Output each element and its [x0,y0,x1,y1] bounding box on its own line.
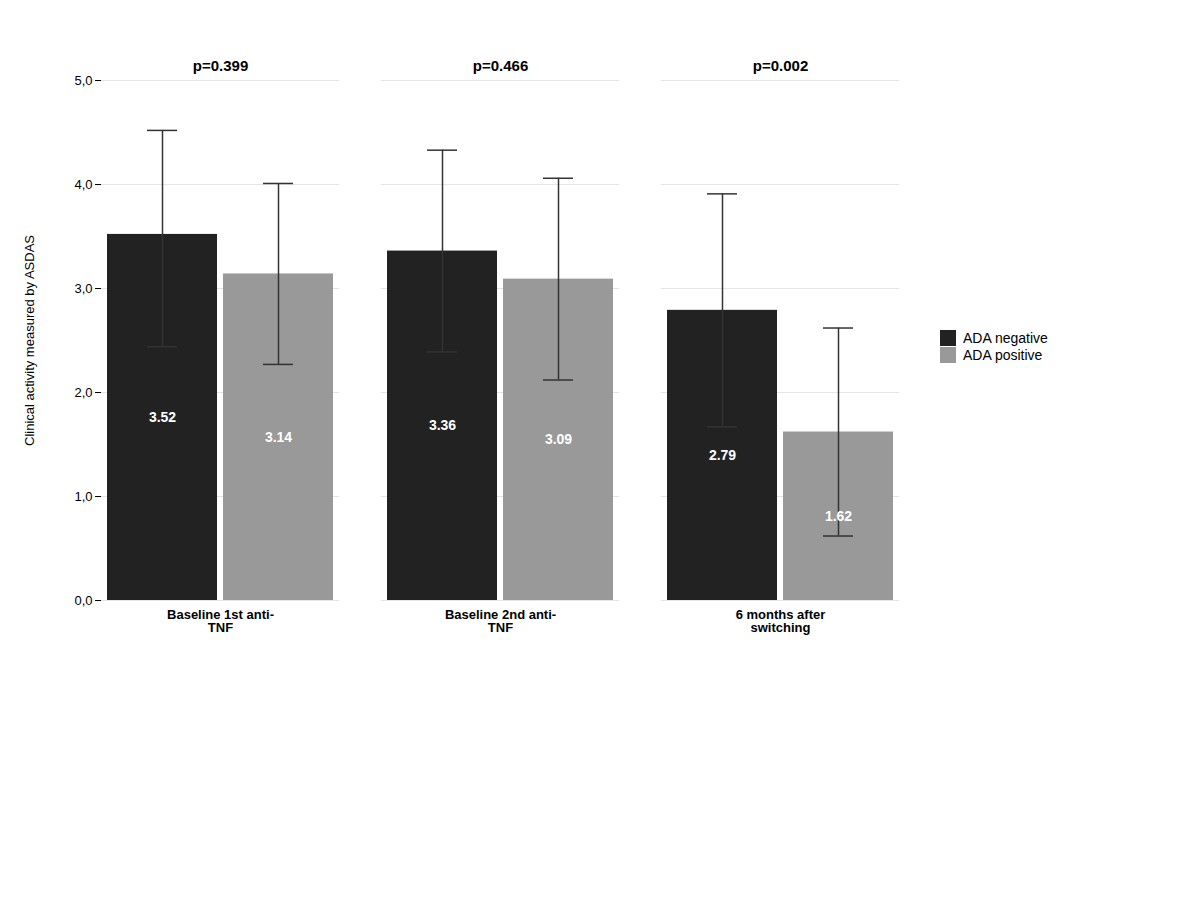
svg-text:1,0: 1,0 [74,489,92,504]
svg-text:Baseline 2nd anti-TNF: Baseline 2nd anti-TNF [445,607,556,635]
svg-text:0,0: 0,0 [74,593,92,608]
svg-text:5,0: 5,0 [74,73,92,88]
svg-text:3,0: 3,0 [74,281,92,296]
svg-text:2.79: 2.79 [709,447,736,463]
svg-text:1.62: 1.62 [825,508,852,524]
svg-text:p=0.466: p=0.466 [473,57,528,74]
svg-text:p=0.002: p=0.002 [753,57,808,74]
svg-text:6 months afterswitching: 6 months afterswitching [736,607,826,635]
svg-text:3.09: 3.09 [545,431,572,447]
svg-text:p=0.399: p=0.399 [193,57,248,74]
html-text:ADA negative: ADA negative [963,329,1048,346]
svg-text:2,0: 2,0 [74,385,92,400]
svg-text:Baseline 1st anti-TNF: Baseline 1st anti-TNF [167,607,274,635]
html-text:ADA positive: ADA positive [963,346,1043,363]
svg-text:3.52: 3.52 [149,409,176,425]
svg-text:3.14: 3.14 [265,429,292,445]
svg-text:3.36: 3.36 [429,417,456,433]
svg-text:4,0: 4,0 [74,177,92,192]
svg-text:Clinical activity measured by: Clinical activity measured by ASDAS [22,235,37,446]
